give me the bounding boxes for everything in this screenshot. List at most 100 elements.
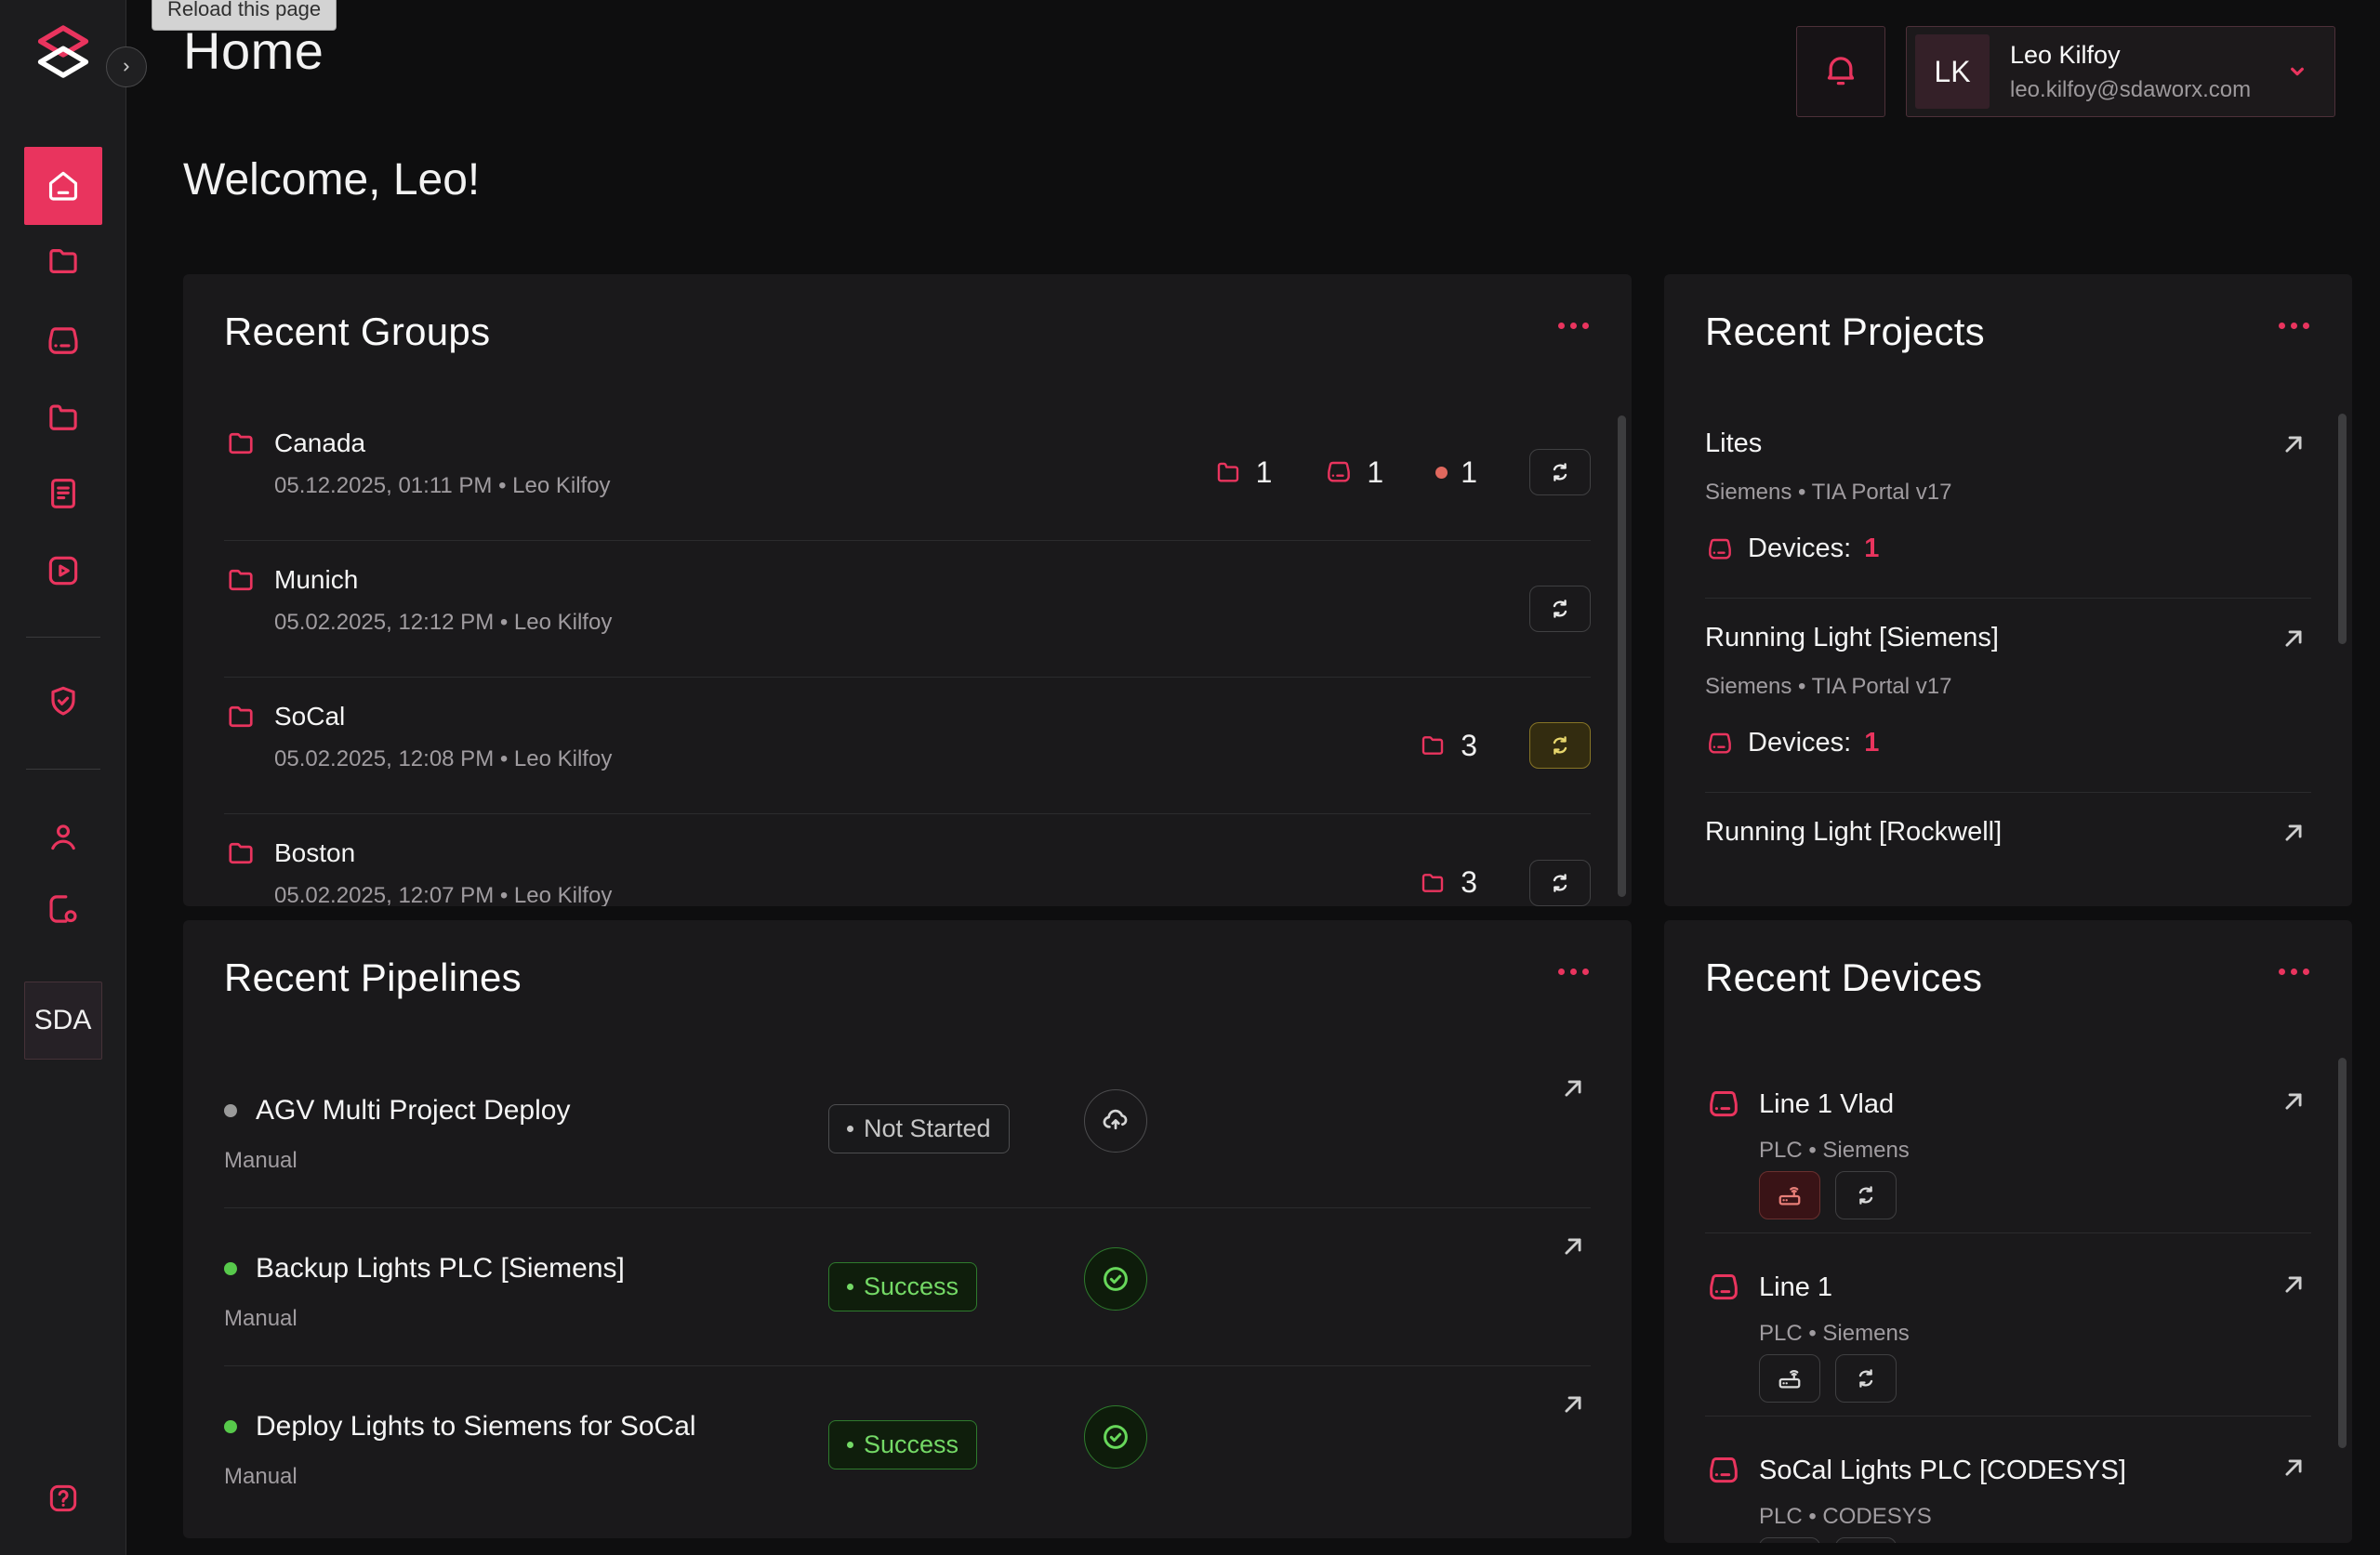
device-row[interactable]: Line 1 Vlad PLC • Siemens [1705, 1050, 2311, 1233]
folder-icon [229, 705, 253, 728]
sync-device-button[interactable] [1835, 1171, 1897, 1219]
devices-list: Line 1 Vlad PLC • Siemens Line 1 [1705, 1050, 2311, 1543]
help-button[interactable] [24, 1459, 102, 1537]
reload-tooltip: Reload this page [152, 0, 337, 31]
open-pipeline-button[interactable] [1557, 1231, 1589, 1262]
devices-count: 1 [1864, 728, 1880, 758]
sync-device-button[interactable] [1835, 1354, 1897, 1403]
project-name: Lites [1705, 428, 1763, 458]
open-project-button[interactable] [2278, 623, 2309, 654]
group-meta: 05.12.2025, 01:11 PM • Leo Kilfoy [274, 473, 611, 498]
sidebar-item-logs[interactable] [24, 455, 102, 533]
sync-device-button[interactable] [1835, 1537, 1897, 1543]
sidebar: SDA [0, 0, 126, 1555]
project-name: Running Light [Siemens] [1705, 623, 1999, 652]
open-device-button[interactable] [2278, 1269, 2309, 1300]
connection-status-button[interactable] [1759, 1354, 1820, 1403]
arrow-up-right-icon [2285, 1093, 2302, 1110]
devices-scrollbar-thumb[interactable] [2338, 1058, 2347, 1448]
workspace-label: SDA [33, 1005, 92, 1035]
device-row[interactable]: Line 1 PLC • Siemens [1705, 1233, 2311, 1417]
arrow-up-right-icon [1565, 1080, 1581, 1097]
open-device-button[interactable] [2278, 1086, 2309, 1117]
pipeline-result-button[interactable] [1084, 1247, 1147, 1311]
sidebar-item-users[interactable] [24, 798, 102, 876]
pipeline-trigger: Manual [224, 1306, 298, 1331]
sidebar-item-pipelines[interactable] [24, 532, 102, 610]
pipelines-menu-button[interactable] [1556, 955, 1591, 988]
chevron-right-icon [124, 62, 129, 72]
groups-scrollbar-thumb[interactable] [1618, 415, 1626, 897]
pipelines-list: AGV Multi Project Deploy Manual Not Star… [224, 1050, 1591, 1524]
document-icon [50, 479, 75, 508]
group-row[interactable]: Boston 05.02.2025, 12:07 PM • Leo Kilfoy… [224, 814, 1591, 906]
devices-count: 1 [1864, 534, 1880, 563]
groups-menu-button[interactable] [1556, 310, 1591, 342]
device-row[interactable]: SoCal Lights PLC [CODESYS] PLC • CODESYS [1705, 1417, 2311, 1543]
projects-scrollbar-thumb[interactable] [2338, 414, 2347, 644]
open-project-button[interactable] [2278, 428, 2309, 460]
subgroups-count-badge: 3 [1418, 865, 1477, 900]
arrow-up-right-icon [2285, 1276, 2302, 1293]
pipeline-row[interactable]: AGV Multi Project Deploy Manual Not Star… [224, 1050, 1591, 1208]
sidebar-item-licenses[interactable] [24, 870, 102, 948]
open-pipeline-button[interactable] [1557, 1389, 1589, 1420]
device-meta: PLC • Siemens [1759, 1138, 1910, 1163]
subgroups-count: 3 [1461, 865, 1477, 899]
pipeline-row[interactable]: Deploy Lights to Siemens for SoCal Manua… [224, 1366, 1591, 1524]
badge-dot-icon [847, 1284, 853, 1290]
group-row[interactable]: SoCal 05.02.2025, 12:08 PM • Leo Kilfoy … [224, 678, 1591, 814]
device-name: SoCal Lights PLC [CODESYS] [1759, 1456, 2126, 1485]
open-pipeline-button[interactable] [1557, 1073, 1589, 1104]
user-email: leo.kilfoy@sdaworx.com [2010, 76, 2252, 102]
workspace-switcher[interactable]: SDA [23, 982, 102, 1060]
notifications-button[interactable] [1796, 26, 1885, 117]
devices-count: 1 [1367, 455, 1384, 489]
drive-icon [1710, 1457, 1738, 1483]
projects-menu-button[interactable] [2277, 310, 2311, 342]
user-menu[interactable]: LK Leo Kilfoy leo.kilfoy@sdaworx.com [1906, 26, 2335, 117]
devices-menu-button[interactable] [2277, 955, 2311, 988]
sidebar-item-groups[interactable] [24, 222, 102, 300]
group-row[interactable]: Munich 05.02.2025, 12:12 PM • Leo Kilfoy [224, 541, 1591, 678]
pipeline-result-button[interactable] [1084, 1405, 1147, 1469]
arrow-up-right-icon [1565, 1238, 1581, 1255]
sidebar-item-projects[interactable] [24, 378, 102, 456]
router-icon [1778, 1370, 1801, 1389]
sync-group-button[interactable] [1529, 449, 1591, 495]
pipeline-name: Deploy Lights to Siemens for SoCal [256, 1411, 696, 1442]
group-meta: 05.02.2025, 12:08 PM • Leo Kilfoy [274, 746, 613, 771]
project-row[interactable]: Running Light [Rockwell] [1705, 793, 2311, 881]
sync-group-button[interactable] [1529, 586, 1591, 632]
sidebar-item-security[interactable] [24, 663, 102, 741]
folder-icon [1422, 873, 1444, 892]
connection-status-button[interactable] [1759, 1537, 1820, 1543]
play-square-icon [48, 556, 77, 586]
app-logo[interactable] [34, 22, 92, 89]
sync-icon [1553, 736, 1567, 755]
folder-icon [229, 432, 253, 455]
devices-label: Devices: [1748, 728, 1852, 758]
open-device-button[interactable] [2278, 1452, 2309, 1483]
sync-icon [1553, 873, 1567, 892]
open-project-button[interactable] [2278, 817, 2309, 849]
group-row[interactable]: Canada 05.12.2025, 01:11 PM • Leo Kilfoy… [224, 404, 1591, 541]
sidebar-item-devices[interactable] [24, 302, 102, 380]
pipeline-row[interactable]: Backup Lights PLC [Siemens] Manual Succe… [224, 1208, 1591, 1366]
project-row[interactable]: Running Light [Siemens] Siemens • TIA Po… [1705, 599, 2311, 793]
project-row[interactable]: Lites Siemens • TIA Portal v17 Devices: … [1705, 404, 2311, 599]
sidebar-expand-button[interactable] [106, 46, 147, 87]
project-devices-line: Devices: 1 [1705, 534, 2311, 564]
deploy-pipeline-button[interactable] [1084, 1089, 1147, 1153]
group-name: SoCal [274, 702, 346, 731]
status-badge: Not Started [828, 1104, 1010, 1153]
sync-group-button-active[interactable] [1529, 722, 1591, 769]
drive-icon [47, 327, 78, 354]
sync-group-button[interactable] [1529, 859, 1591, 906]
device-meta: PLC • CODESYS [1759, 1504, 1932, 1529]
sidebar-divider [26, 637, 100, 638]
connection-status-button[interactable] [1759, 1171, 1820, 1219]
group-name: Canada [274, 428, 366, 457]
sidebar-item-home[interactable] [23, 147, 102, 225]
page-title: Home [183, 21, 324, 80]
